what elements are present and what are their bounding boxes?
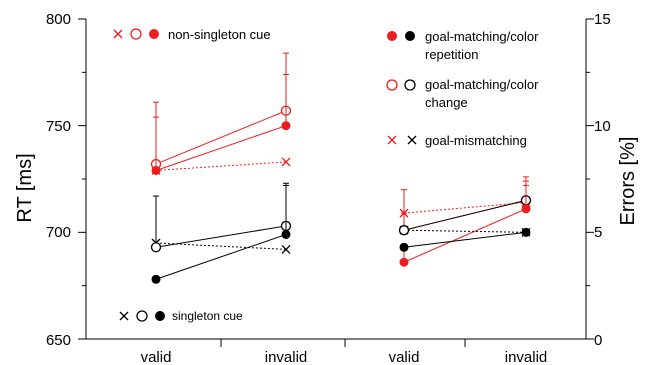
cross-marker-icon [407,135,417,145]
data-point-filled-circle [151,274,161,284]
legend-entry-non-singleton: non-singleton cue [113,27,271,42]
y-left-axis-title: RT [ms] [14,153,36,222]
y-right-tick-label: 15 [594,11,611,28]
data-point-filled-circle [151,165,161,175]
y-left-tick-label: 700 [46,224,71,241]
series-rt [151,73,291,175]
series-line [155,125,287,171]
data-point-cross [281,244,291,254]
y-right-tick-label: 5 [594,224,602,241]
y-right-axis-title: Errors [%] [617,137,639,226]
legend-entry-change: goal-matching/color change [386,77,539,110]
legend-label-repetition-line1: goal-matching/color [425,29,539,44]
series-line [155,233,287,280]
open-circle-marker-icon [136,310,148,322]
filled-circle-marker-icon [149,29,159,39]
open-circle-marker-icon [130,28,142,40]
data-point-filled-circle [521,227,531,237]
y-right-tick-labels: 0 5 10 15 [594,11,611,349]
data-point-filled-circle [399,242,409,252]
filled-circle-marker-icon [387,31,397,41]
cross-marker-icon [113,29,123,39]
x-tick-label: valid [389,349,420,365]
series-errors [399,180,531,218]
x-tick-label: invalid [505,349,548,365]
filled-circle-marker-icon [405,31,415,41]
legend-label-singleton: singleton cue [172,309,243,323]
legend-entry-mismatching: goal-mismatching [387,133,527,148]
series-rt [150,182,292,253]
x-tick-label: invalid [265,349,308,365]
x-tick-label: valid [141,349,172,365]
series-line [155,161,287,171]
y-right-tick-label: 10 [594,118,611,135]
legend-entry-repetition: goal-matching/color repetition [387,29,539,62]
data-point-open-circle [150,242,162,253]
legend-entry-singleton: singleton cue [119,309,243,323]
legend-label-non-singleton: non-singleton cue [168,27,271,42]
data-point-filled-circle [281,121,291,131]
data-point-open-circle [398,225,410,236]
filled-circle-marker-icon [155,311,165,321]
data-point-filled-circle [281,229,291,239]
cross-marker-icon [119,311,129,321]
open-circle-marker-icon [386,79,398,91]
legend-label-change-line2: change [425,95,468,110]
y-left-tick-label: 750 [46,118,71,135]
series-line [155,110,287,165]
data-point-cross [281,157,291,167]
y-left-tick-labels: 650 700 750 800 [46,11,71,349]
data-point-cross-stroke [281,244,291,254]
series-rt [150,52,292,170]
y-left-tick-label: 800 [46,11,71,28]
y-left-tick-label: 650 [46,332,71,349]
series-errors [399,225,531,237]
series-rt [151,157,291,175]
legend-label-change-line1: goal-matching/color [425,77,539,92]
series-layer [150,52,532,284]
open-circle-marker-icon [404,79,416,91]
series-line [403,231,527,248]
series-errors [399,227,531,252]
x-axis-category-labels: valid invalid valid invalid [141,349,548,365]
series-line [403,208,527,263]
series-rt [151,238,291,254]
series-errors [399,184,531,267]
legend-label-mismatching: goal-mismatching [425,133,527,148]
series-line [403,201,527,214]
axes [78,18,594,347]
series-line [155,225,287,248]
series-line [403,199,527,231]
y-right-tick-label: 0 [594,332,602,349]
legend-label-repetition-line2: repetition [425,47,478,62]
cross-marker-icon [387,135,397,145]
data-point-filled-circle [399,257,409,267]
series-rt [151,184,291,284]
series-line [403,229,527,233]
data-point-filled-circle [521,204,531,214]
data-point-cross-stroke [281,157,291,167]
legend: non-singleton cue singleton cue goal-mat… [113,27,539,323]
